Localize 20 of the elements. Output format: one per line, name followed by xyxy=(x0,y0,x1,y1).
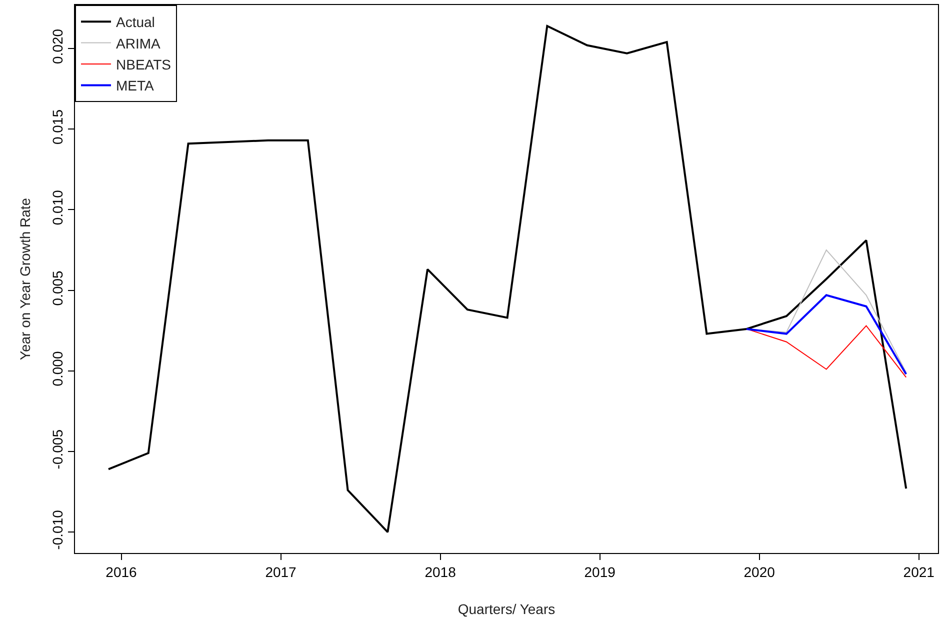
legend-label: NBEATS xyxy=(116,56,171,72)
y-tick-label: -0.005 xyxy=(49,429,66,470)
y-tick-label: 0.010 xyxy=(49,190,66,226)
x-axis-title: Quarters/ Years xyxy=(458,601,556,618)
x-tick-label: 2021 xyxy=(903,564,935,580)
legend-label: META xyxy=(116,78,155,94)
y-tick-label: 0.015 xyxy=(49,109,66,145)
legend-label: Actual xyxy=(116,14,155,30)
y-tick-label: -0.010 xyxy=(49,510,66,550)
x-tick-label: 2020 xyxy=(744,564,776,580)
y-tick-label: 0.005 xyxy=(49,270,66,306)
y-axis-title: Year on Year Growth Rate xyxy=(17,198,33,360)
x-tick-label: 2019 xyxy=(584,564,616,580)
y-tick-label: 0.000 xyxy=(49,351,66,386)
x-tick-label: 2018 xyxy=(424,564,456,580)
x-tick-label: 2017 xyxy=(265,564,297,580)
x-tick-label: 2016 xyxy=(106,564,138,580)
line-series xyxy=(746,294,908,376)
y-tick-label: 0.020 xyxy=(49,28,66,64)
legend-label: ARIMA xyxy=(116,35,161,52)
